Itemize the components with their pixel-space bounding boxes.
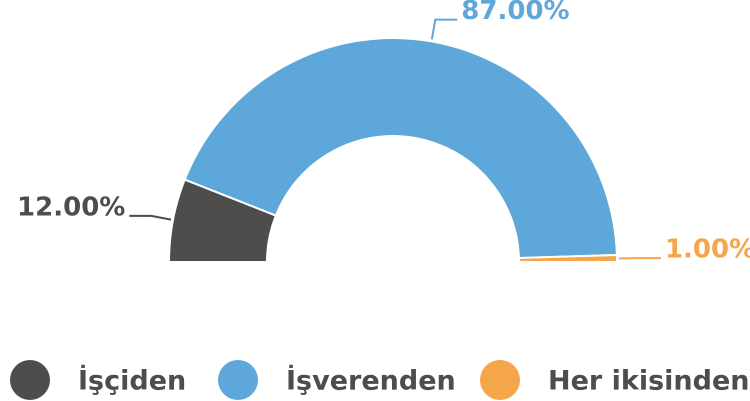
leader-line <box>430 18 458 40</box>
legend-swatch <box>10 360 50 400</box>
legend-label: İşçiden <box>78 365 186 397</box>
data-label: 12.00% <box>17 192 125 222</box>
data-label: 87.00% <box>461 0 569 26</box>
donut-segment <box>183 37 618 260</box>
legend-swatch <box>480 360 520 400</box>
legend-label: Her ikisinden <box>548 366 750 397</box>
leader-line <box>129 214 172 221</box>
donut-segment <box>517 253 619 263</box>
legend-swatch <box>218 360 258 400</box>
legend-label: İşverenden <box>286 365 456 397</box>
data-label: 1.00% <box>665 235 750 265</box>
